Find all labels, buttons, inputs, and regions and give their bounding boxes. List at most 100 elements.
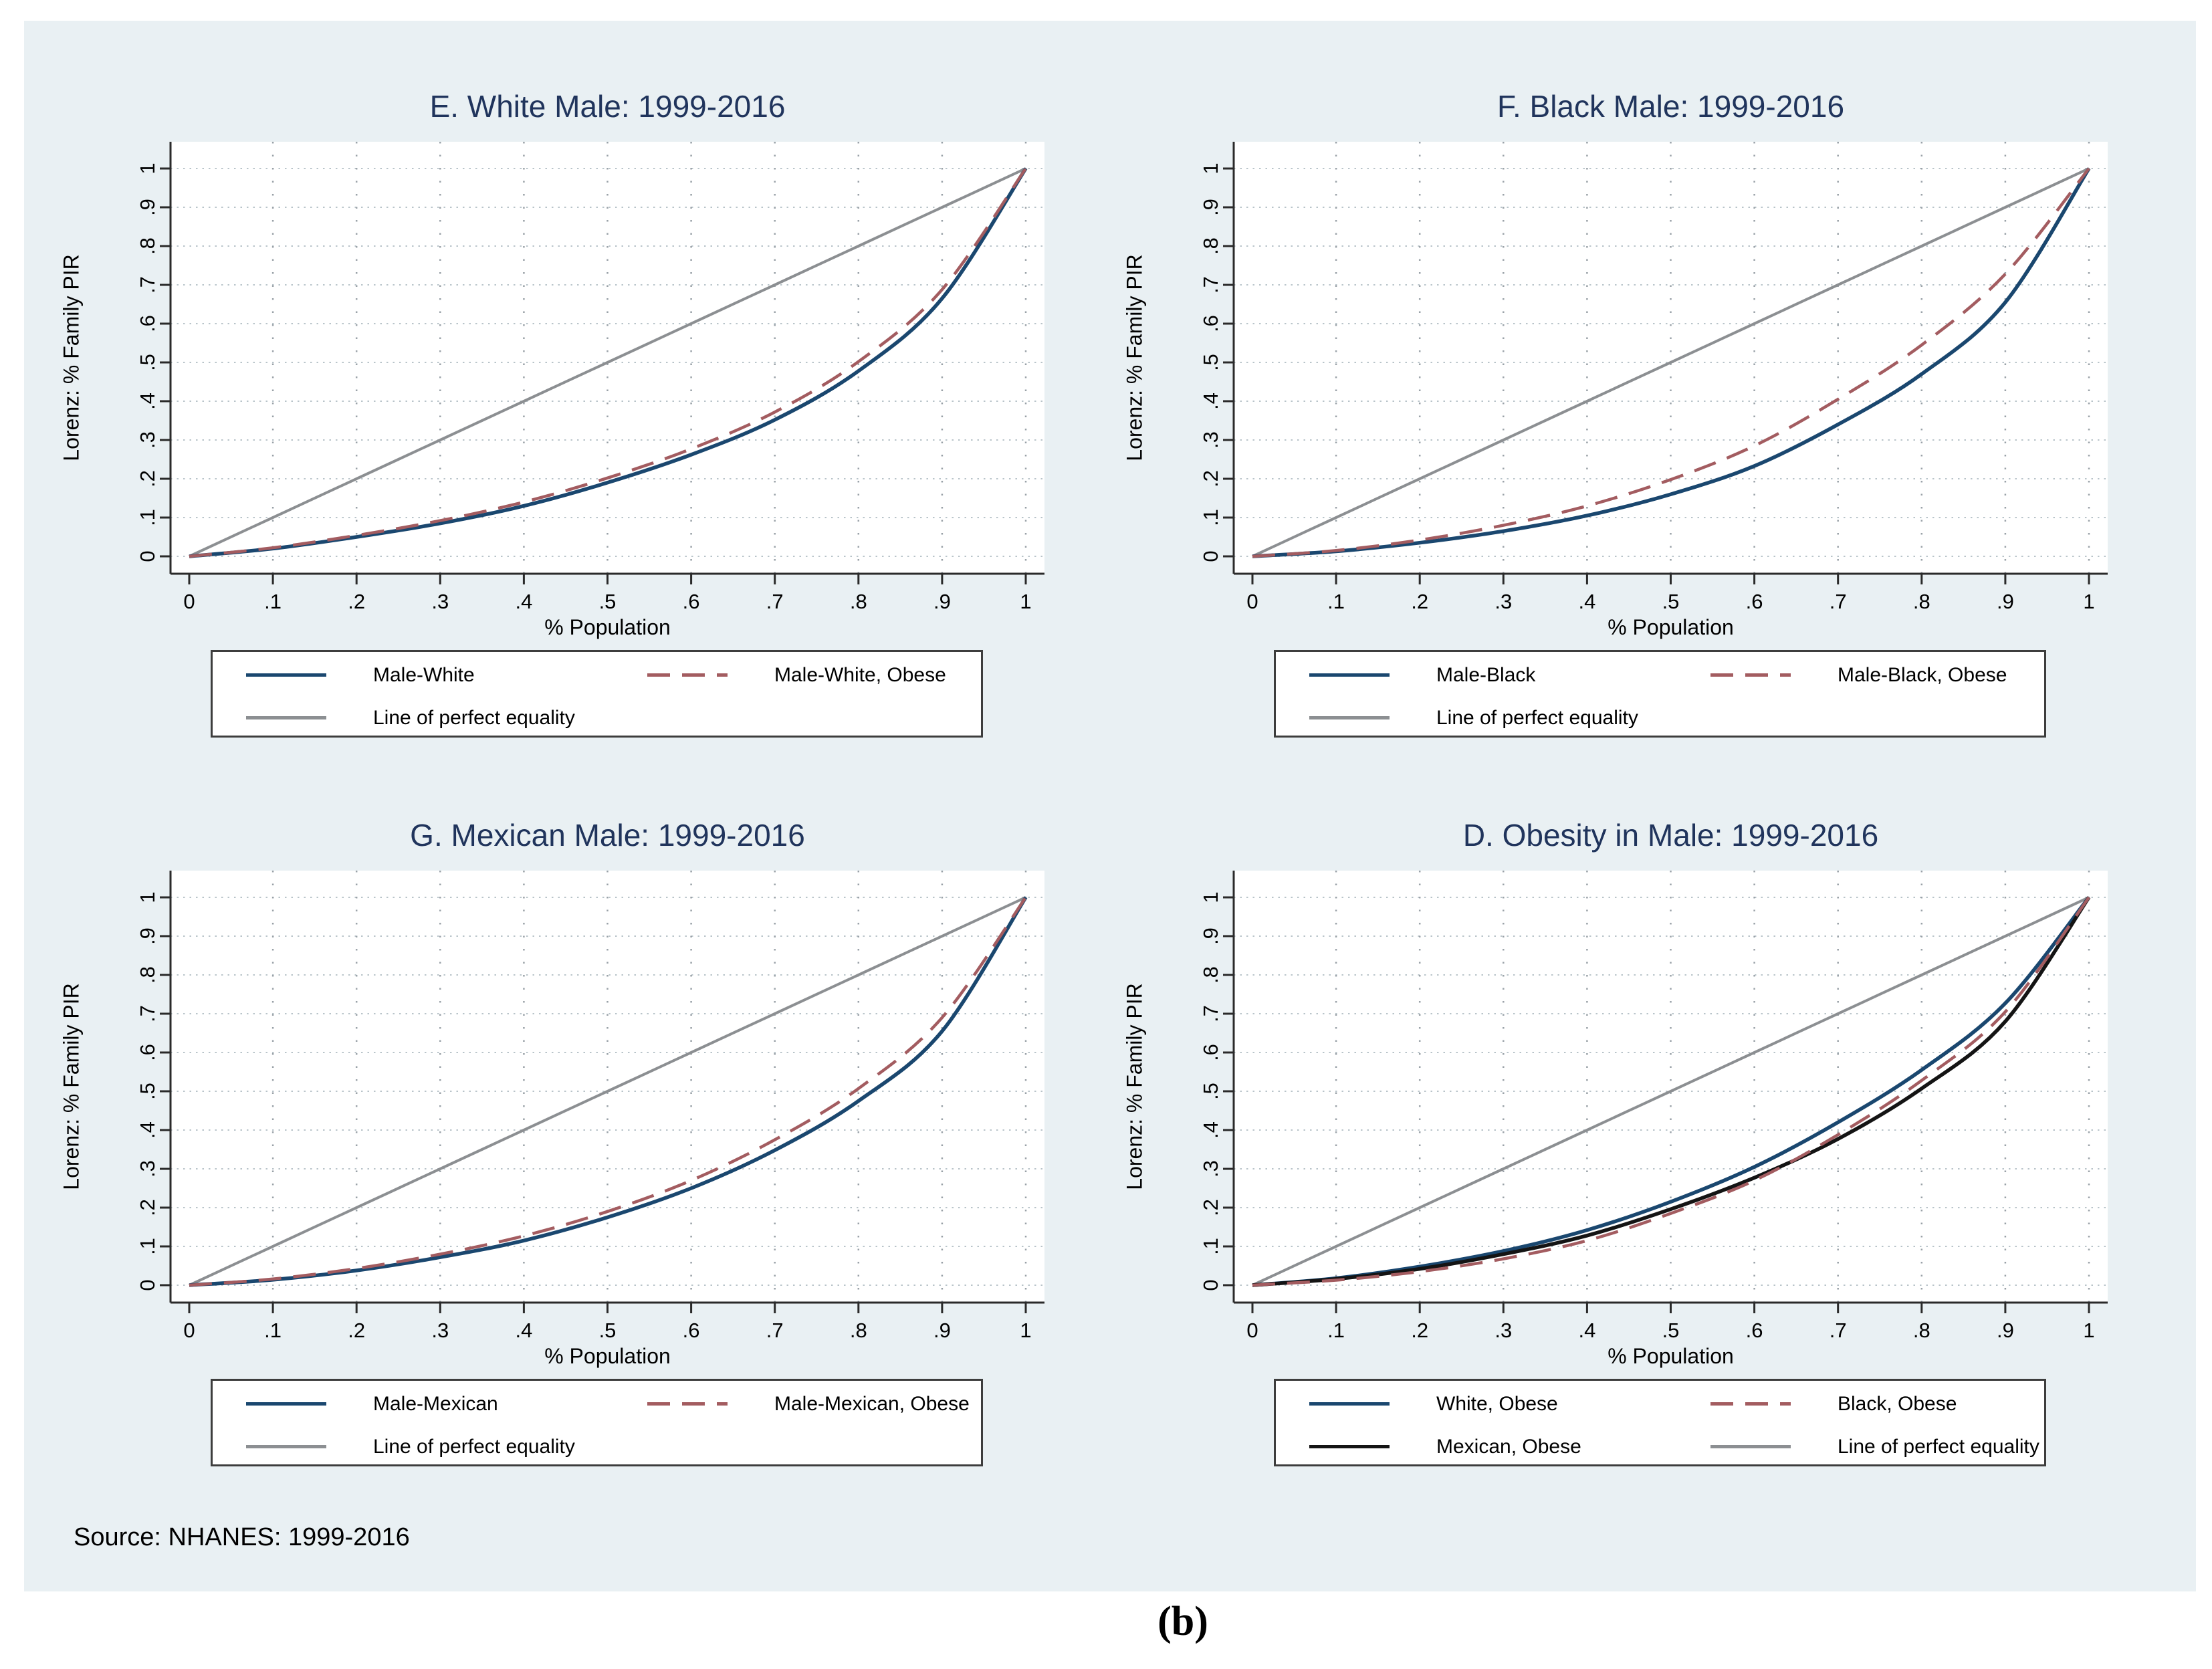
- male-black-curve: [1252, 167, 2091, 558]
- panel-title: G. Mexican Male: 1999-2016: [410, 818, 805, 853]
- legend-key-male-mexican-obese: [647, 1402, 728, 1406]
- plot-svg: [160, 871, 1044, 1313]
- y-tick-label: 1: [136, 891, 159, 903]
- x-tick-label: .6: [1745, 1319, 1763, 1342]
- male-black-obese-curve: [1252, 167, 2090, 558]
- y-axis-title: Lorenz: % Family PIR: [59, 983, 84, 1190]
- x-tick-label: .1: [1327, 590, 1345, 613]
- y-axis-title: Lorenz: % Family PIR: [1122, 254, 1147, 461]
- legend: Male-Black Male-Black, Obese Line of perfe…: [1274, 650, 2046, 738]
- y-tick-label: 0: [136, 550, 159, 562]
- male-white-curve: [189, 167, 1028, 558]
- legend-label: Mexican, Obese: [1436, 1436, 1581, 1458]
- figure-region: E. White Male: 1999-2016 % Population Lo…: [24, 21, 2196, 1591]
- legend-key-male-mexican: [246, 1402, 326, 1406]
- y-tick-label: .1: [136, 509, 159, 526]
- panel-obesity-male: D. Obesity in Male: 1999-2016 % Populati…: [24, 21, 2196, 1591]
- y-tick-label: .2: [136, 470, 159, 487]
- x-tick-label: .6: [682, 590, 700, 613]
- legend-label: Male-Mexican, Obese: [774, 1393, 970, 1415]
- x-tick-label: .6: [682, 1319, 700, 1342]
- y-tick-label: .3: [1199, 1160, 1222, 1178]
- legend-key-male-white: [246, 673, 326, 677]
- plot-area: [171, 142, 1044, 574]
- x-tick-label: .1: [264, 590, 282, 613]
- male-white-obese-curve: [189, 167, 1027, 558]
- y-tick-label: .4: [136, 393, 159, 410]
- x-tick-label: .2: [1411, 590, 1429, 613]
- x-tick-label: 0: [1246, 590, 1258, 613]
- y-tick-label: .5: [136, 354, 159, 371]
- x-tick-label: .8: [1912, 590, 1930, 613]
- y-tick-label: .9: [136, 927, 159, 945]
- x-tick-label: .7: [1829, 590, 1847, 613]
- black-obese-curve: [1252, 896, 2090, 1287]
- y-tick-label: .4: [136, 1121, 159, 1139]
- x-tick-label: .9: [933, 590, 951, 613]
- y-tick-label: 0: [1199, 1279, 1222, 1291]
- x-tick-label: .3: [1495, 590, 1513, 613]
- x-axis-title: % Population: [1608, 615, 1734, 639]
- plot-svg: [1223, 142, 2108, 584]
- legend-key-line-of-perfect-equality: [1309, 716, 1390, 719]
- legend-label: White, Obese: [1436, 1393, 1558, 1415]
- x-tick-label: .6: [1745, 590, 1763, 613]
- x-tick-label: .7: [766, 1319, 784, 1342]
- y-tick-label: 1: [136, 162, 159, 175]
- y-tick-label: .4: [1199, 393, 1222, 410]
- x-tick-label: .2: [348, 590, 366, 613]
- legend: Male-White Male-White, Obese Line of perfe…: [211, 650, 983, 738]
- y-tick-label: .1: [1199, 1238, 1222, 1255]
- y-axis-title: Lorenz: % Family PIR: [59, 254, 84, 461]
- x-tick-label: .5: [598, 590, 617, 613]
- x-tick-label: .7: [766, 590, 784, 613]
- legend-label: Male-Mexican: [373, 1393, 498, 1415]
- y-axis-title: Lorenz: % Family PIR: [1122, 983, 1147, 1190]
- x-tick-label: .1: [1327, 1319, 1345, 1342]
- x-tick-label: 0: [1246, 1319, 1258, 1342]
- legend-label: Male-Black, Obese: [1838, 664, 2007, 686]
- y-tick-label: .9: [1199, 927, 1222, 945]
- legend-label: Line of perfect equality: [373, 1436, 575, 1458]
- x-tick-label: .3: [431, 590, 449, 613]
- legend-label: Line of perfect equality: [1838, 1436, 2039, 1458]
- line-of-perfect-equality-curve: [189, 167, 1026, 558]
- x-tick-label: 1: [2083, 1319, 2095, 1342]
- y-tick-label: .2: [1199, 470, 1222, 487]
- y-tick-label: 0: [1199, 550, 1222, 562]
- plot-svg: [160, 142, 1044, 584]
- x-axis-title: % Population: [544, 1344, 671, 1368]
- y-tick-label: .2: [1199, 1199, 1222, 1216]
- y-tick-label: .5: [136, 1083, 159, 1100]
- y-tick-label: 1: [1199, 162, 1222, 175]
- legend-label: Line of perfect equality: [373, 707, 575, 729]
- line-of-perfect-equality-curve: [1252, 896, 2090, 1287]
- y-tick-label: .8: [136, 966, 159, 984]
- mexican-obese-curve: [1252, 896, 2091, 1287]
- legend-label: Male-White, Obese: [774, 664, 946, 686]
- legend-key-white-obese: [1309, 1402, 1390, 1406]
- x-tick-label: .2: [348, 1319, 366, 1342]
- line-of-perfect-equality-curve: [189, 896, 1026, 1287]
- x-tick-label: .5: [598, 1319, 617, 1342]
- y-tick-label: .5: [1199, 354, 1222, 371]
- white-obese-curve: [1252, 896, 2091, 1287]
- legend-key-line-of-perfect-equality: [1710, 1445, 1791, 1448]
- y-tick-label: .3: [136, 431, 159, 449]
- panel-mexican-male: G. Mexican Male: 1999-2016 % Population …: [24, 21, 2196, 1591]
- x-tick-label: 1: [1020, 590, 1032, 613]
- x-tick-label: .4: [515, 1319, 533, 1342]
- x-tick-label: .9: [933, 1319, 951, 1342]
- x-tick-label: .4: [1578, 590, 1596, 613]
- y-tick-label: .5: [1199, 1083, 1222, 1100]
- y-tick-label: .6: [1199, 315, 1222, 332]
- x-tick-label: 1: [1020, 1319, 1032, 1342]
- y-tick-label: .3: [1199, 431, 1222, 449]
- y-tick-label: .6: [1199, 1044, 1222, 1061]
- y-tick-label: .7: [1199, 1005, 1222, 1022]
- y-tick-label: .3: [136, 1160, 159, 1178]
- x-tick-label: .8: [849, 590, 867, 613]
- y-tick-label: 1: [1199, 891, 1222, 903]
- y-tick-label: .8: [136, 237, 159, 255]
